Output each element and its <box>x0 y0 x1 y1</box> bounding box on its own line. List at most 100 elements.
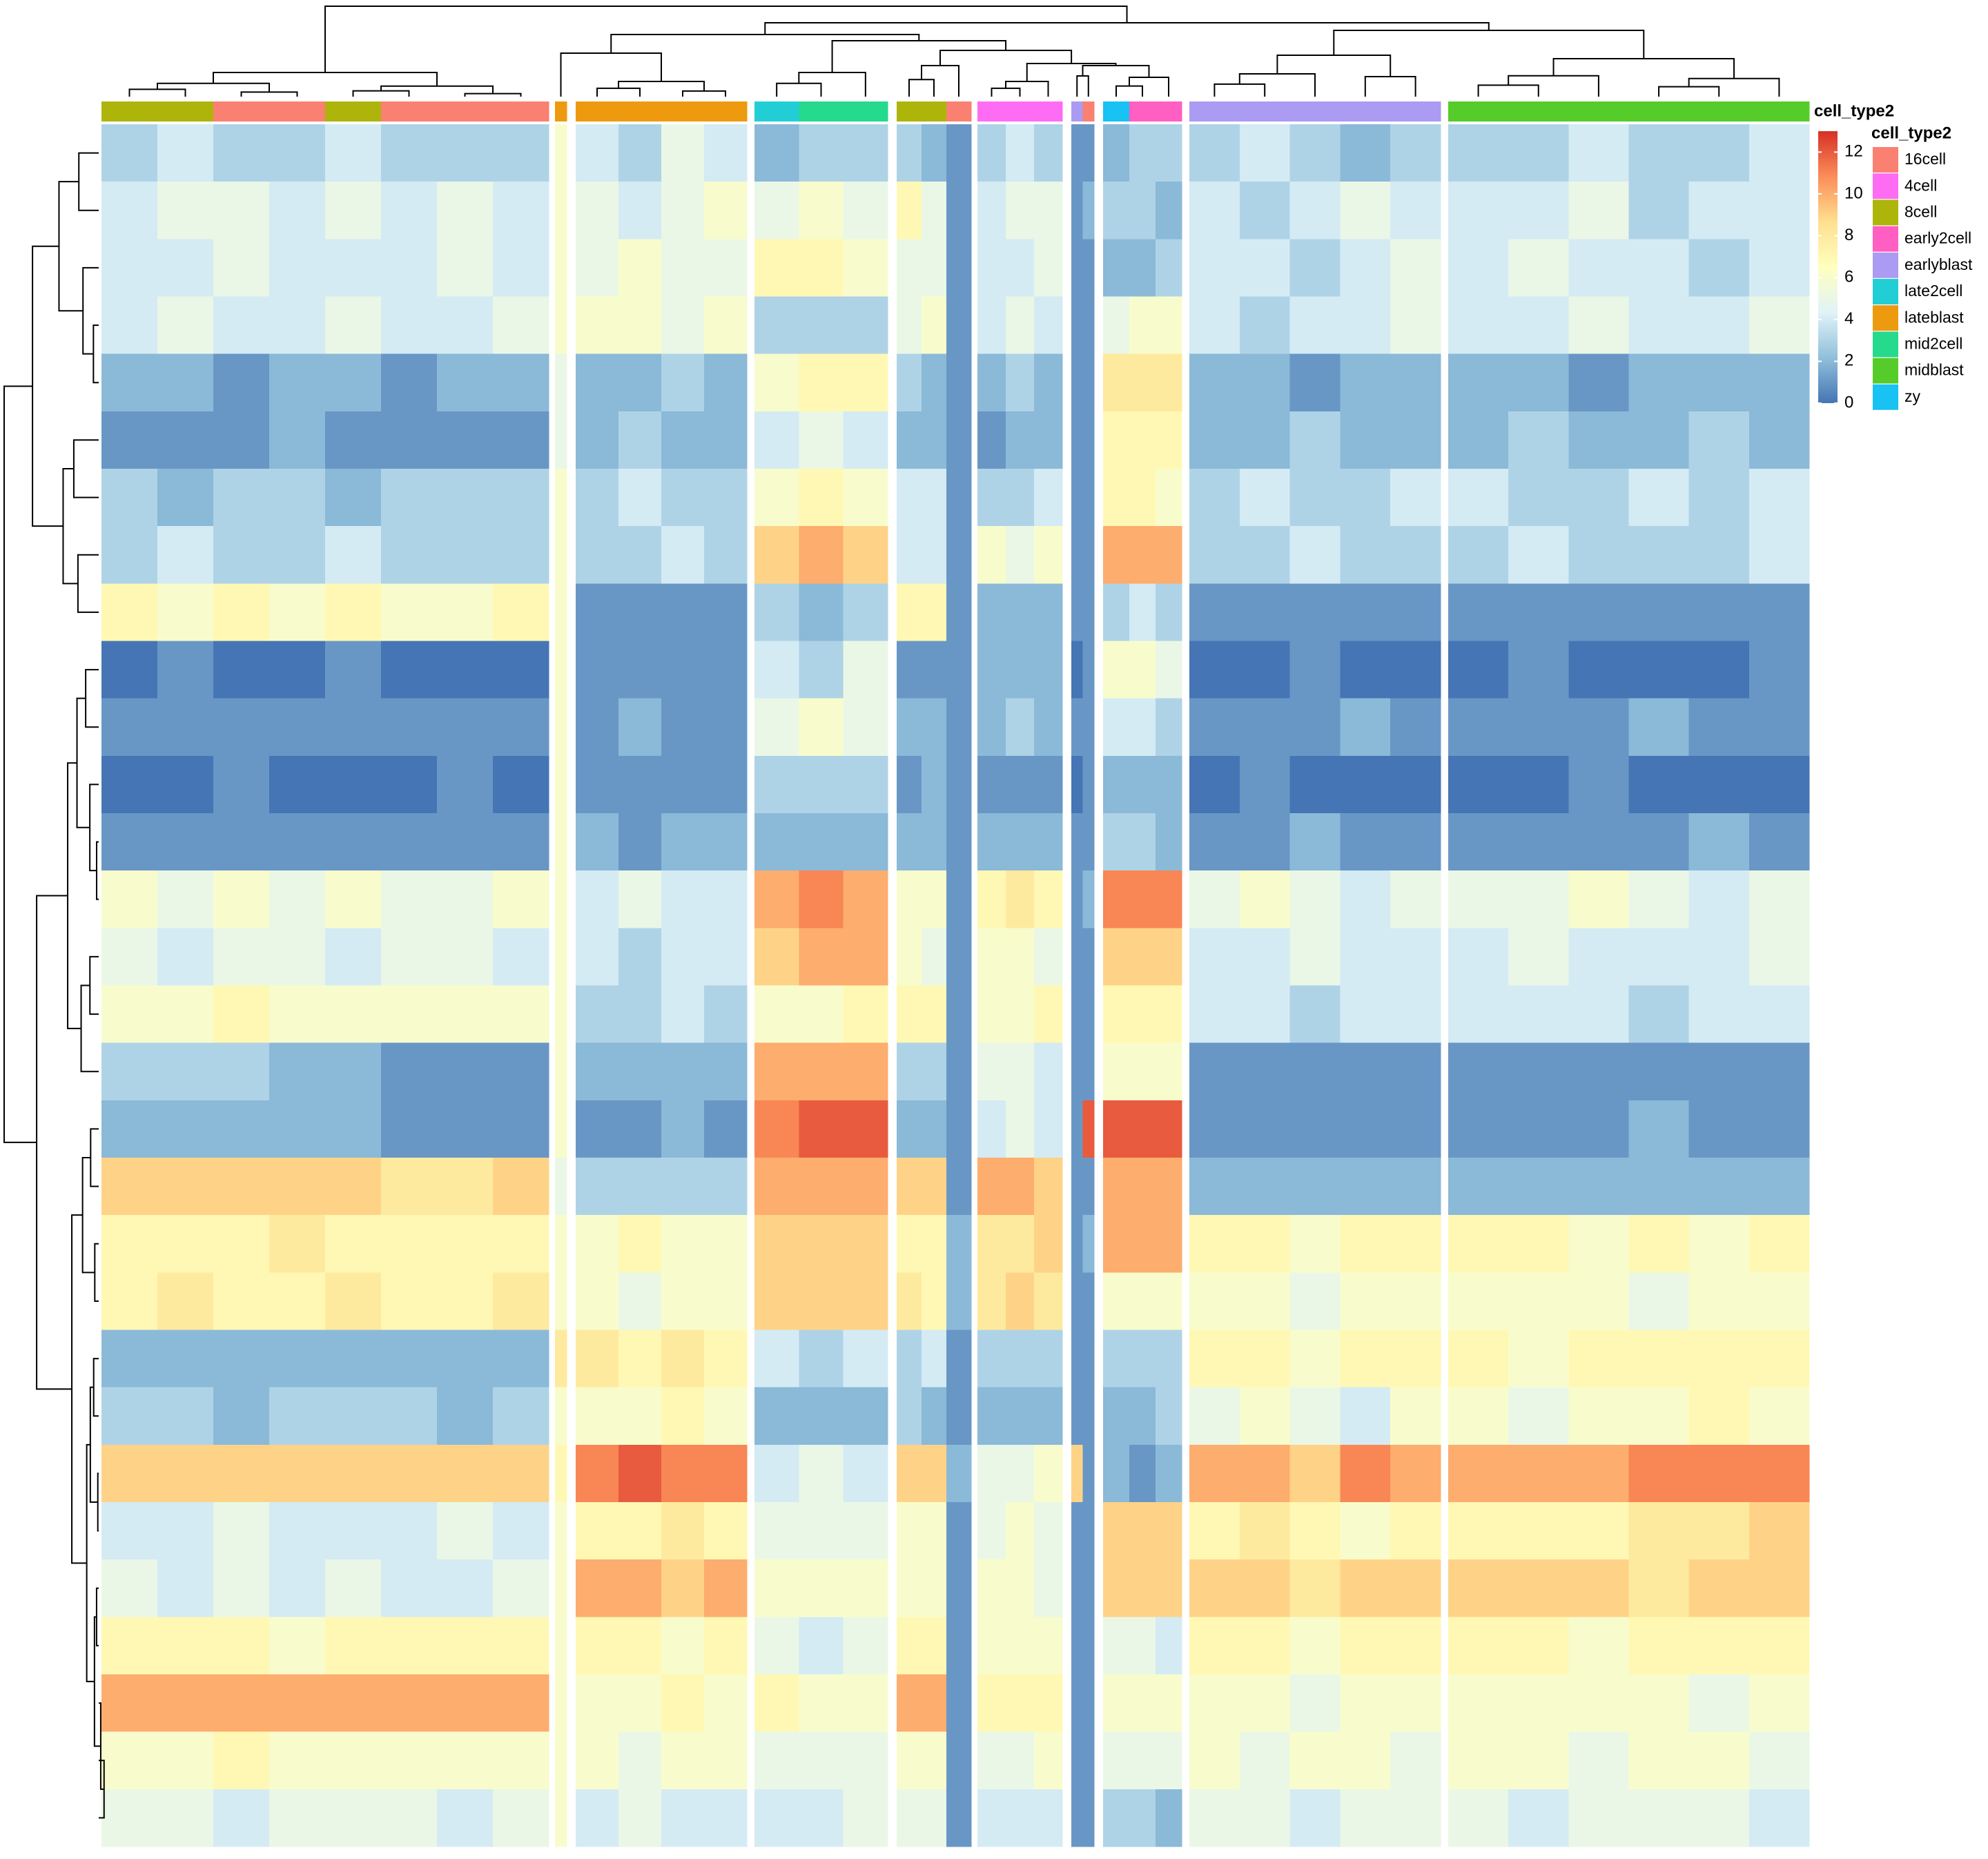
heatmap-cell <box>843 1789 888 1847</box>
heatmap-cell <box>1129 1158 1156 1216</box>
heatmap-cell <box>1071 1617 1084 1675</box>
legend-label: 16cell <box>1904 150 1946 168</box>
annotation-cell <box>922 101 947 121</box>
heatmap-cell <box>1568 182 1630 240</box>
annotation-cell <box>1071 101 1084 121</box>
dendrogram-branch <box>94 1243 99 1302</box>
heatmap-cell <box>1508 1215 1569 1273</box>
heatmap-cell <box>157 813 214 871</box>
heatmap-cell <box>1034 1444 1063 1503</box>
heatmap-cell <box>101 182 158 240</box>
heatmap-cell <box>1156 641 1182 699</box>
heatmap-cell <box>1748 1158 1810 1216</box>
heatmap-cell <box>1082 1215 1095 1273</box>
heatmap-cell <box>1239 698 1291 757</box>
dendrogram-branch <box>1333 30 1645 59</box>
heatmap-cell <box>1156 182 1182 240</box>
annotation-cell <box>754 101 799 121</box>
heatmap-cell <box>213 296 270 355</box>
heatmap-cell <box>843 1617 888 1675</box>
heatmap-cell <box>661 411 705 469</box>
heatmap-cell <box>1006 526 1035 584</box>
heatmap-cell <box>1082 870 1095 928</box>
annotation-cell <box>897 101 922 121</box>
heatmap-cell <box>1103 1731 1130 1790</box>
annotation-cell <box>977 101 1006 121</box>
dendrogram-branch <box>776 82 822 97</box>
heatmap-cell <box>213 1272 270 1331</box>
heatmap-cell <box>704 1731 748 1790</box>
heatmap-cell <box>799 698 844 757</box>
annotation-cell <box>704 101 748 121</box>
heatmap-cell <box>101 469 158 527</box>
heatmap-cell <box>1189 813 1240 871</box>
heatmap-cell <box>1189 182 1240 240</box>
heatmap-cell <box>1340 698 1391 757</box>
heatmap-cell <box>576 1158 619 1216</box>
heatmap-cell <box>1340 182 1391 240</box>
dendrogram-branch <box>1005 81 1049 97</box>
dendrogram-branch <box>1364 76 1416 97</box>
heatmap-cell <box>1239 641 1291 699</box>
heatmap-cell <box>1390 353 1441 412</box>
heatmap-cell <box>213 469 270 527</box>
heatmap-cell <box>1628 813 1690 871</box>
heatmap-cell <box>1289 1158 1341 1216</box>
heatmap-cell <box>269 1330 326 1388</box>
heatmap-cell <box>1082 1042 1095 1101</box>
heatmap-cell <box>799 1330 844 1388</box>
heatmap-cell <box>1448 1502 1509 1560</box>
heatmap-cell <box>1390 1215 1441 1273</box>
heatmap-cell <box>897 1502 922 1560</box>
heatmap-cell <box>618 928 662 986</box>
heatmap-cell <box>977 1100 1006 1158</box>
heatmap-cell <box>946 239 972 298</box>
heatmap-cell <box>1082 755 1095 814</box>
heatmap-cell <box>1103 1789 1130 1847</box>
annotation-cell <box>1034 101 1063 121</box>
heatmap-cell <box>946 928 972 986</box>
heatmap-cell <box>1129 1617 1156 1675</box>
heatmap-cell <box>1508 353 1569 412</box>
heatmap-cell <box>1390 182 1441 240</box>
heatmap-cell <box>437 1559 494 1617</box>
heatmap-cell <box>1103 1158 1130 1216</box>
heatmap-cell <box>101 813 158 871</box>
heatmap-cell <box>754 1100 799 1158</box>
annotation-cell <box>555 101 567 121</box>
heatmap-cell <box>843 1272 888 1331</box>
heatmap-cell <box>1071 526 1084 584</box>
heatmap-cell <box>1156 755 1182 814</box>
dendrogram-branch <box>213 72 438 86</box>
heatmap-cell <box>618 1674 662 1733</box>
heatmap-cell <box>1156 469 1182 527</box>
heatmap-cell <box>576 1387 619 1446</box>
heatmap-cell <box>922 1674 947 1733</box>
heatmap-cell <box>1129 469 1156 527</box>
heatmap-cell <box>101 1330 158 1388</box>
heatmap-cell <box>704 755 748 814</box>
heatmap-cell <box>1082 1559 1095 1617</box>
heatmap-cell <box>843 1559 888 1617</box>
heatmap-cell <box>555 1674 567 1733</box>
colorbar <box>1818 131 1838 403</box>
heatmap-cell <box>381 1789 438 1847</box>
heatmap-cell <box>1628 239 1690 298</box>
heatmap-cell <box>1688 813 1750 871</box>
heatmap-cell <box>1082 1502 1095 1560</box>
heatmap-cell <box>1006 1674 1035 1733</box>
heatmap-cell <box>1006 870 1035 928</box>
heatmap-cell <box>325 1158 382 1216</box>
heatmap-cell <box>555 1617 567 1675</box>
heatmap-cell <box>618 1502 662 1560</box>
dendrogram-branch <box>1076 75 1089 97</box>
heatmap-cell <box>381 755 438 814</box>
heatmap-cell <box>1688 526 1750 584</box>
dendrogram-branch <box>89 783 99 872</box>
heatmap-cell <box>1748 411 1810 469</box>
heatmap-cell <box>1748 1387 1810 1446</box>
heatmap-cell <box>576 698 619 757</box>
heatmap-cell <box>754 526 799 584</box>
heatmap-cell <box>1239 1100 1291 1158</box>
heatmap-cell <box>977 813 1006 871</box>
